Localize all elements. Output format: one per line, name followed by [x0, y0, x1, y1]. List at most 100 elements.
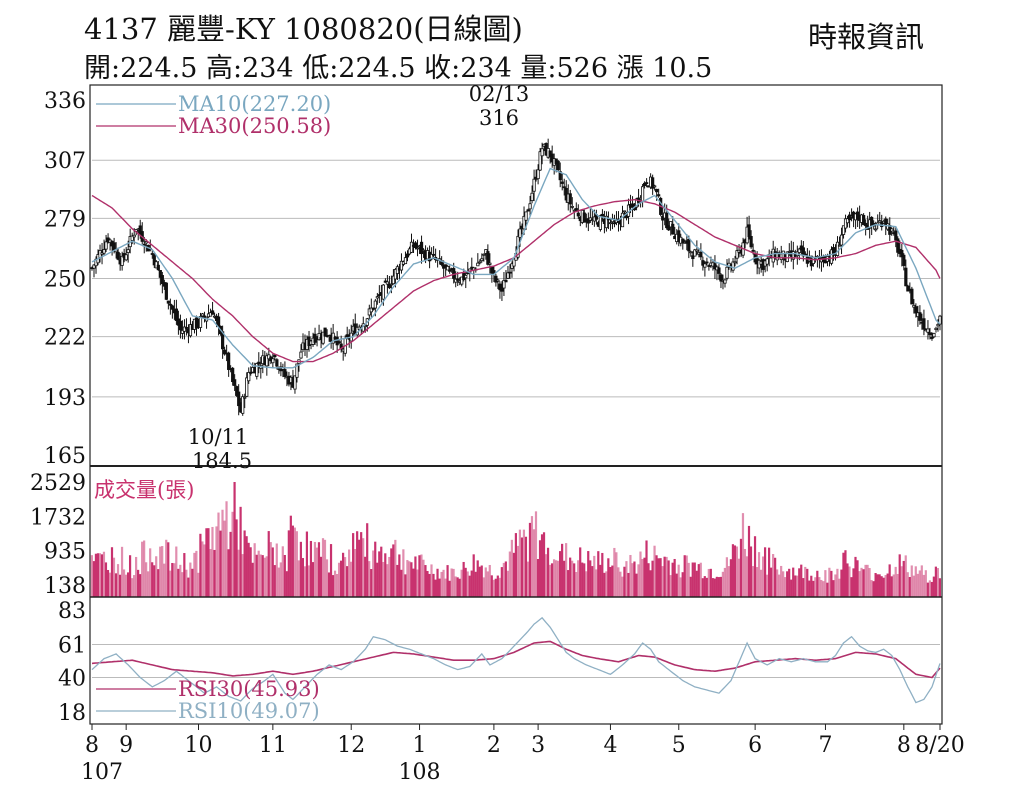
volume-bar [277, 567, 280, 597]
volume-bar [482, 577, 485, 597]
volume-bar [685, 555, 688, 597]
volume-bar [786, 571, 789, 597]
volume-bar [207, 528, 210, 597]
volume-bar [862, 569, 865, 597]
volume-bar [398, 554, 401, 597]
volume-bar [237, 549, 240, 597]
candle-body [608, 222, 613, 225]
ma30-line [91, 194, 941, 363]
volume-bar [637, 564, 640, 597]
candle-body [890, 228, 894, 232]
volume-bar [520, 537, 524, 597]
candle-body [640, 186, 645, 202]
volume-bar [462, 561, 465, 597]
volume-bar [283, 554, 286, 597]
volume-bar [472, 554, 475, 597]
volume-bar [504, 561, 507, 597]
volume-bar [354, 549, 357, 597]
volume-bar [693, 562, 696, 597]
volume-bar [358, 539, 361, 597]
volume-bar [737, 558, 741, 597]
rsi-tick-label: 61 [58, 634, 86, 659]
candle-body [293, 375, 297, 390]
volume-bar [731, 544, 735, 597]
volume-bar [868, 568, 871, 597]
volume-bar [187, 577, 190, 597]
volume-bar [92, 561, 96, 597]
candle-body [677, 230, 681, 242]
volume-bar [627, 572, 630, 597]
volume-bar [494, 578, 497, 597]
volume-bar [147, 571, 150, 597]
price-tick-label: 250 [44, 268, 86, 293]
volume-bar [872, 581, 875, 597]
volume-bar [414, 556, 417, 597]
volume-bar [426, 570, 429, 597]
volume-bar [932, 576, 935, 597]
volume-bar [225, 501, 228, 597]
candle-body [508, 271, 512, 274]
volume-bar [185, 569, 188, 597]
volume-bar [124, 574, 128, 597]
candle-body [255, 363, 259, 377]
volume-bar [183, 553, 186, 597]
volume-bar [906, 572, 909, 597]
volume-bar [203, 544, 206, 597]
candle-body [421, 249, 426, 252]
candle-body [223, 349, 227, 355]
candle-body [92, 264, 96, 269]
volume-bar [528, 522, 532, 597]
candle-body [337, 341, 341, 344]
volume-bar [772, 554, 775, 597]
volume-bar [649, 570, 652, 597]
volume-bar [335, 573, 339, 597]
candle-body [699, 251, 703, 258]
volume-bar [595, 569, 598, 597]
volume-bar [484, 567, 487, 597]
volume-bar [926, 582, 929, 597]
volume-bar [765, 574, 769, 597]
volume-bar [512, 552, 515, 597]
volume-bar [667, 560, 670, 597]
volume-bar [892, 574, 895, 597]
volume-bar [852, 568, 855, 597]
candle-body [124, 254, 128, 261]
volume-bar [554, 560, 558, 597]
volume-bar [297, 560, 300, 597]
volume-bar [625, 561, 628, 597]
volume-bar [201, 541, 204, 597]
volume-bar [149, 548, 152, 597]
volume-bar [444, 578, 447, 597]
volume-bar [757, 552, 761, 597]
price-tick-label: 222 [44, 326, 86, 351]
x-tick-label: 11 [259, 733, 287, 758]
candle-body [894, 230, 898, 241]
volume-bar [130, 578, 134, 597]
candle-body [667, 225, 671, 231]
volume-bar [615, 552, 618, 597]
volume-bar [761, 556, 765, 597]
volume-bar [145, 562, 148, 597]
candle-body [932, 332, 936, 338]
candle-body [655, 188, 659, 193]
volume-bar [428, 573, 431, 597]
candle-body [864, 222, 868, 227]
candle-body [687, 239, 691, 252]
volume-bar [573, 563, 576, 597]
candle-body [918, 312, 922, 321]
volume-bar [422, 559, 425, 597]
volume-bar [408, 561, 411, 597]
candle-body [415, 247, 420, 250]
volume-bar [617, 567, 620, 597]
volume-bar [579, 547, 582, 597]
volume-bar [597, 551, 600, 597]
candle-body [839, 234, 844, 246]
volume-bar [798, 568, 801, 597]
volume-bar [438, 578, 441, 597]
candle-body [701, 260, 705, 266]
volume-bar [257, 550, 260, 597]
candle-body [132, 234, 136, 238]
volume-bar [681, 572, 684, 597]
candle-body [158, 270, 162, 278]
candle-body [456, 278, 460, 281]
